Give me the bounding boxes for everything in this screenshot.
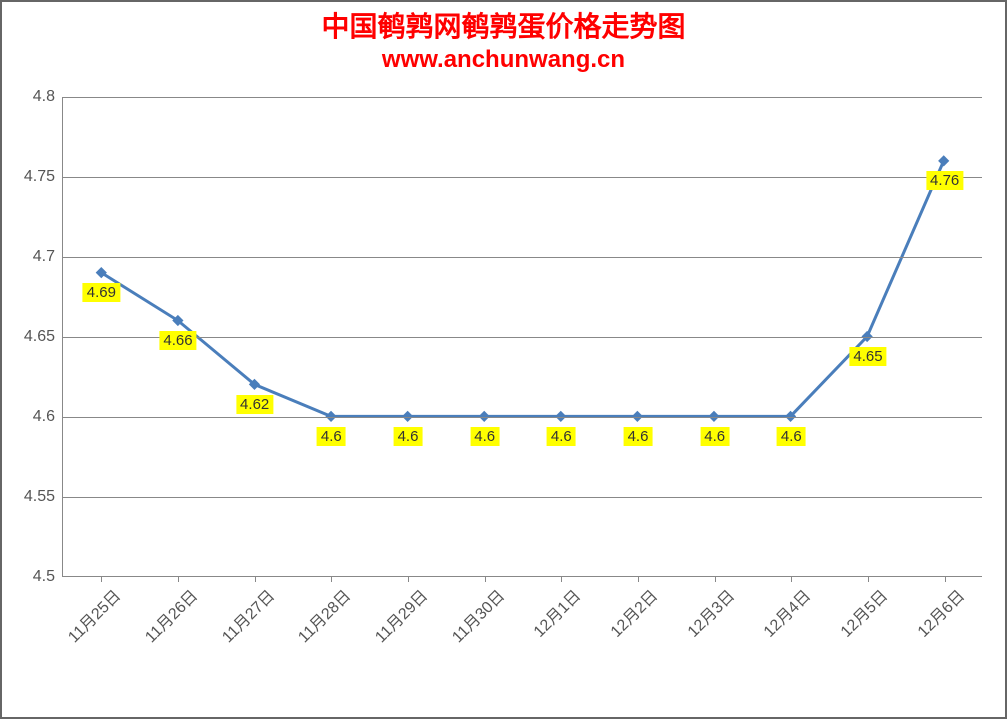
data-label: 4.6 [700,427,729,446]
x-tick-label: 11月30日 [438,576,509,647]
data-marker [938,155,949,166]
x-tick-label: 11月27日 [208,576,279,647]
x-tick-label: 11月29日 [361,576,432,647]
data-label: 4.6 [317,427,346,446]
data-label: 4.6 [470,427,499,446]
grid-line [63,497,982,498]
data-label: 4.6 [624,427,653,446]
title-block: 中国鹌鹑网鹌鹑蛋价格走势图 www.anchunwang.cn [2,2,1005,74]
grid-line [63,177,982,178]
data-label: 4.6 [777,427,806,446]
x-tick-label: 12月5日 [826,576,892,642]
x-tick-label: 11月28日 [284,576,355,647]
chart-title: 中国鹌鹑网鹌鹑蛋价格走势图 [2,10,1005,44]
data-label: 4.69 [83,283,120,302]
plot-area: 4.54.554.64.654.74.754.811月25日11月26日11月2… [62,97,982,577]
x-tick-label: 12月3日 [673,576,739,642]
data-label: 4.66 [159,331,196,350]
grid-line [63,257,982,258]
data-label: 4.6 [547,427,576,446]
chart-subtitle: www.anchunwang.cn [2,46,1005,75]
x-tick-label: 12月2日 [596,576,662,642]
line-series [101,161,943,416]
x-tick-label: 11月25日 [54,576,125,647]
grid-line [63,337,982,338]
data-label: 4.6 [394,427,423,446]
y-tick-label: 4.65 [24,328,63,346]
grid-line [63,417,982,418]
y-tick-label: 4.8 [33,88,63,106]
x-tick-label: 12月4日 [750,576,816,642]
x-tick-label: 12月6日 [903,576,969,642]
data-label: 4.65 [849,347,886,366]
chart-container: 中国鹌鹑网鹌鹑蛋价格走势图 www.anchunwang.cn 4.5 4.55 4… [0,0,1007,719]
y-tick-label: 4.5 [33,568,63,586]
y-tick-label: 4.55 [24,488,63,506]
x-tick-label: 11月26日 [131,576,202,647]
data-label: 4.76 [926,171,963,190]
y-tick-label: 4.75 [24,168,63,186]
data-label: 4.62 [236,395,273,414]
grid-line [63,97,982,98]
y-tick-label: 4.7 [33,248,63,266]
x-tick-label: 12月1日 [520,576,586,642]
y-tick-label: 4.6 [33,408,63,426]
